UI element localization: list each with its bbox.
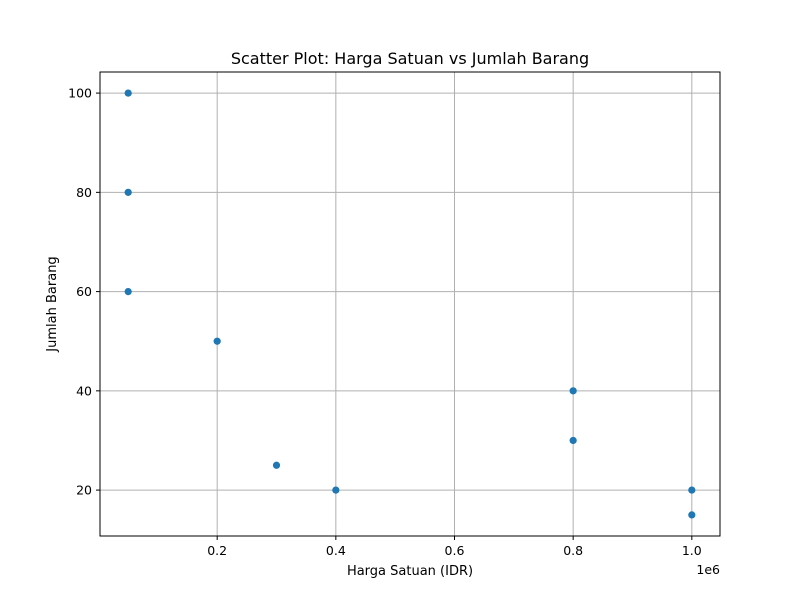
grid-lines — [100, 72, 720, 536]
x-tick-label: 0.8 — [563, 543, 583, 558]
y-tick-label: 80 — [76, 185, 92, 200]
x-tick-label: 0.2 — [207, 543, 227, 558]
y-axis-label: Jumlah Barang — [45, 256, 60, 352]
y-tick-label: 40 — [76, 383, 92, 398]
data-point — [569, 436, 577, 445]
x-tick-label: 0.4 — [326, 543, 346, 558]
data-point — [124, 89, 132, 97]
y-tick-label: 20 — [76, 483, 92, 498]
x-tick-label: 0.6 — [445, 543, 465, 558]
x-tick-label: 1.0 — [682, 543, 702, 558]
data-point — [272, 461, 281, 469]
axis-ticks: 0.2 0.4 0.6 0.8 1.0 20 40 60 80 100 — [68, 86, 702, 558]
data-point — [213, 337, 221, 345]
data-point — [124, 287, 132, 296]
y-tick-label: 60 — [76, 284, 92, 299]
x-axis-label: Harga Satuan (IDR) — [347, 564, 473, 579]
x-offset-text: 1e6 — [696, 562, 720, 577]
data-points — [124, 89, 696, 519]
chart-title: Scatter Plot: Harga Satuan vs Jumlah Bar… — [231, 49, 589, 68]
data-point — [332, 486, 340, 494]
data-point — [124, 188, 132, 196]
data-point — [569, 387, 577, 395]
y-tick-label: 100 — [68, 86, 92, 101]
data-point — [688, 486, 696, 494]
plot-frame — [99, 71, 721, 537]
data-point — [688, 511, 696, 519]
